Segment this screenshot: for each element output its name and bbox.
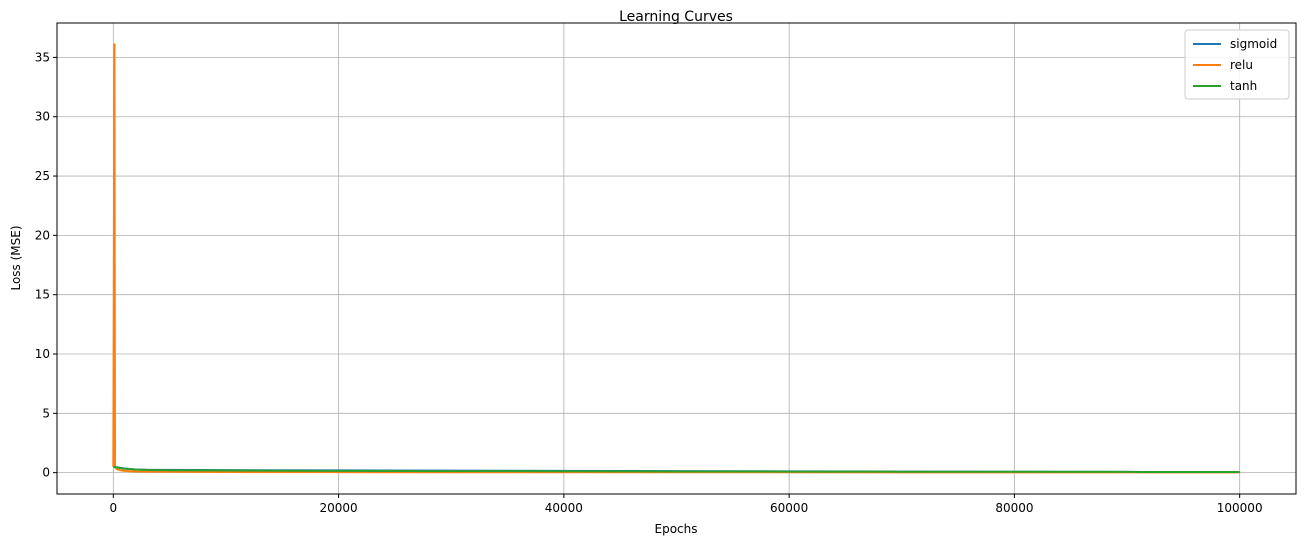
x-tick-label: 0 xyxy=(109,501,117,515)
y-tick-label: 30 xyxy=(35,110,50,124)
series-lines xyxy=(112,43,1240,474)
y-tick-label: 5 xyxy=(42,406,50,420)
legend: sigmoid relu tanh xyxy=(1184,29,1290,100)
x-tick-label: 100000 xyxy=(1217,501,1263,515)
grid-lines xyxy=(57,23,1296,494)
series-line-relu xyxy=(112,43,1240,474)
x-tick-label: 40000 xyxy=(545,501,583,515)
plot-frame xyxy=(56,22,1297,495)
y-axis-label: Loss (MSE) xyxy=(9,225,23,290)
legend-label-tanh: tanh xyxy=(1230,79,1257,93)
legend-box xyxy=(1184,29,1290,100)
y-tick-label: 15 xyxy=(35,288,50,302)
y-tick-label: 20 xyxy=(35,228,50,242)
y-tick-label: 35 xyxy=(35,50,50,64)
legend-label-sigmoid: sigmoid xyxy=(1230,37,1277,51)
chart-title: Learning Curves xyxy=(619,9,733,25)
series-line-tanh xyxy=(113,465,1240,474)
x-tick-label: 20000 xyxy=(319,501,357,515)
x-tick-label: 80000 xyxy=(995,501,1033,515)
y-tick-label: 10 xyxy=(35,347,50,361)
y-tick-label: 25 xyxy=(35,169,50,183)
x-tick-label: 60000 xyxy=(770,501,808,515)
legend-label-relu: relu xyxy=(1230,58,1253,72)
x-axis-label: Epochs xyxy=(655,522,698,536)
axis-ticks: 0 20000 40000 60000 80000 100000 0 5 10 15 20 25 30 3… xyxy=(35,50,1263,515)
y-tick-label: 0 xyxy=(42,466,50,480)
